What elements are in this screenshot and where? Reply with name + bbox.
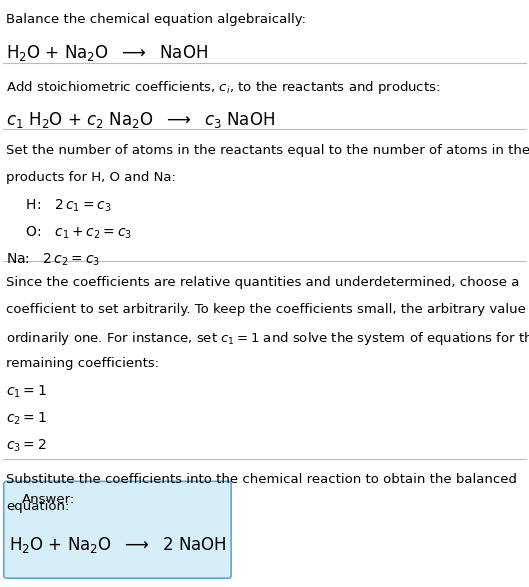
Text: Answer:: Answer: bbox=[22, 493, 76, 506]
Text: $c_2 = 1$: $c_2 = 1$ bbox=[6, 411, 47, 427]
Text: Since the coefficients are relative quantities and underdetermined, choose a: Since the coefficients are relative quan… bbox=[6, 276, 519, 289]
FancyBboxPatch shape bbox=[4, 481, 231, 578]
Text: $c_1$ H$_2$O + $c_2$ Na$_2$O  $\longrightarrow$  $c_3$ NaOH: $c_1$ H$_2$O + $c_2$ Na$_2$O $\longright… bbox=[6, 110, 275, 130]
Text: Set the number of atoms in the reactants equal to the number of atoms in the: Set the number of atoms in the reactants… bbox=[6, 144, 529, 157]
Text: $c_1 = 1$: $c_1 = 1$ bbox=[6, 384, 47, 400]
Text: Add stoichiometric coefficients, $c_i$, to the reactants and products:: Add stoichiometric coefficients, $c_i$, … bbox=[6, 79, 441, 96]
Text: Balance the chemical equation algebraically:: Balance the chemical equation algebraica… bbox=[6, 13, 306, 26]
Text: Na:   $2\,c_2 = c_3$: Na: $2\,c_2 = c_3$ bbox=[6, 252, 101, 268]
Text: H$_2$O + Na$_2$O  $\longrightarrow$  NaOH: H$_2$O + Na$_2$O $\longrightarrow$ NaOH bbox=[6, 43, 208, 63]
Text: equation:: equation: bbox=[6, 500, 70, 512]
Text: $c_3 = 2$: $c_3 = 2$ bbox=[6, 438, 47, 454]
Text: O:   $c_1 + c_2 = c_3$: O: $c_1 + c_2 = c_3$ bbox=[17, 225, 132, 241]
Text: products for H, O and Na:: products for H, O and Na: bbox=[6, 171, 176, 184]
Text: coefficient to set arbitrarily. To keep the coefficients small, the arbitrary va: coefficient to set arbitrarily. To keep … bbox=[6, 303, 529, 316]
Text: remaining coefficients:: remaining coefficients: bbox=[6, 357, 159, 370]
Text: ordinarily one. For instance, set $c_1 = 1$ and solve the system of equations fo: ordinarily one. For instance, set $c_1 =… bbox=[6, 330, 529, 347]
Text: Substitute the coefficients into the chemical reaction to obtain the balanced: Substitute the coefficients into the che… bbox=[6, 473, 517, 485]
Text: H:   $2\,c_1 = c_3$: H: $2\,c_1 = c_3$ bbox=[17, 198, 112, 214]
Text: H$_2$O + Na$_2$O  $\longrightarrow$  2 NaOH: H$_2$O + Na$_2$O $\longrightarrow$ 2 NaO… bbox=[8, 535, 226, 555]
